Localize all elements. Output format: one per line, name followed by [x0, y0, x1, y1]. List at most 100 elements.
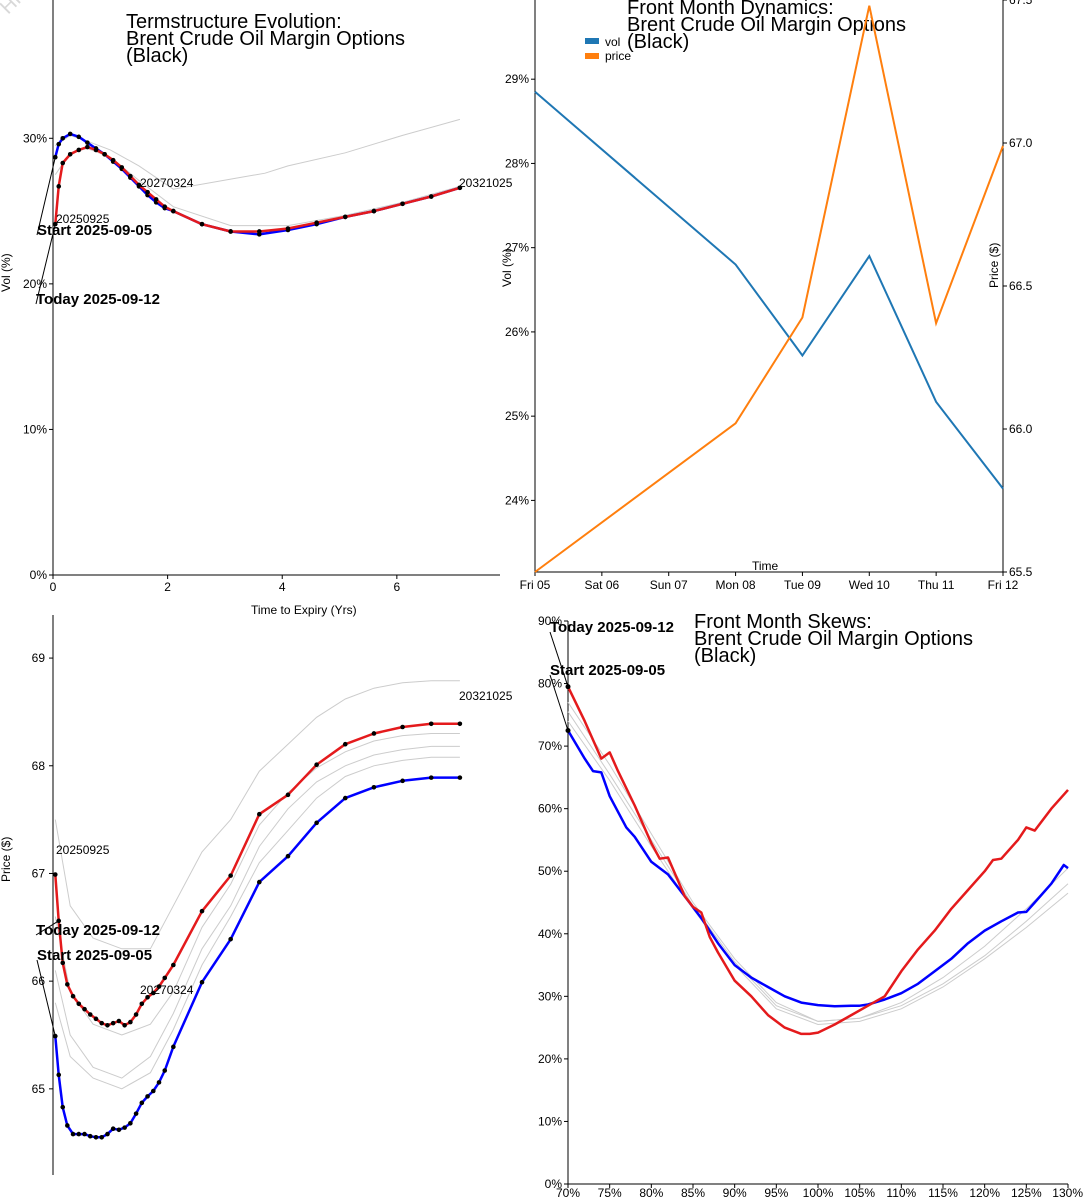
data-point-start: [371, 785, 377, 790]
x-axis-label: Time to Expiry (Yrs): [251, 603, 357, 617]
y-tick-label: 60%: [538, 802, 562, 816]
data-point-today: [82, 1006, 87, 1012]
y-tick-label: 26%: [505, 325, 529, 339]
data-point-today: [136, 182, 142, 188]
data-point-today: [428, 721, 434, 727]
y-tick-label: 10%: [538, 1114, 562, 1128]
data-point-today: [342, 741, 348, 747]
series-line-today: [566, 686, 1069, 1036]
data-point-today: [60, 960, 66, 966]
data-point-start: [110, 1126, 116, 1131]
data-point-today: [145, 189, 150, 195]
today-annotation: Today 2025-09-12: [36, 922, 160, 939]
y-tick-label: 20%: [23, 277, 47, 291]
series-line-start: [54, 132, 461, 236]
series-line-ghost1: [54, 680, 460, 950]
x-tick-label: 85%: [681, 1186, 705, 1200]
data-point-today: [428, 194, 434, 199]
y-tick-label: 50%: [538, 864, 562, 878]
data-point-start: [171, 1044, 176, 1050]
data-point-today: [93, 1016, 99, 1022]
data-point-today: [60, 160, 66, 166]
legend-vol-swatch: [585, 38, 599, 44]
x-tick-label: 70%: [556, 1186, 580, 1200]
data-point-start: [400, 778, 405, 784]
chart-title-line-1: Front Month Skews:: [694, 611, 872, 633]
data-point-start: [99, 1135, 105, 1140]
data-point-start: [105, 1131, 110, 1137]
data-point-today: [128, 1019, 133, 1025]
y-tick-label: 65: [32, 1082, 46, 1096]
data-point-today: [139, 1001, 145, 1007]
start-annotation: Start 2025-09-05: [37, 947, 152, 964]
data-point-start: [156, 1080, 162, 1085]
series-line-ghost4: [54, 756, 460, 1090]
x-tick-label: 0: [50, 580, 57, 594]
data-point-today: [371, 731, 377, 736]
y-axis-label: Price ($): [0, 837, 13, 882]
data-point-start: [150, 1088, 156, 1094]
y-tick-label: 25%: [505, 409, 529, 423]
data-point-start: [93, 1135, 99, 1140]
expiry-label-mid: 20270324: [140, 983, 194, 997]
data-point-today: [76, 147, 82, 153]
expiry-label-last: 20321025: [459, 689, 513, 703]
data-point-today: [93, 147, 99, 153]
series-line-ghost3: [567, 720, 1069, 1026]
data-point-today: [285, 226, 291, 231]
data-point-today: [314, 762, 319, 767]
y-axis-label: Vol (%): [500, 248, 514, 287]
y-tick-label: 29%: [505, 72, 529, 86]
data-point-today: [342, 214, 348, 220]
legend-price-label: price: [605, 49, 631, 63]
data-point-today: [133, 1012, 139, 1017]
data-point-today: [52, 872, 58, 877]
data-point-start: [257, 879, 262, 885]
data-point-today: [285, 792, 291, 798]
data-point-start: [133, 1111, 139, 1116]
data-point-start: [76, 134, 82, 140]
x-tick-label: 100%: [803, 1186, 834, 1200]
data-point-today: [67, 152, 73, 157]
data-point-start: [67, 131, 73, 137]
watermark: HF: [0, 0, 30, 19]
x-tick-label: 105%: [844, 1186, 875, 1200]
data-point-start: [76, 1131, 82, 1137]
data-point-start: [314, 820, 319, 826]
data-point-start: [70, 1131, 76, 1137]
y2-tick-label: 66.5: [1009, 279, 1033, 293]
data-point-today: [122, 1023, 127, 1028]
chart-title-line-2: Brent Crude Oil Margin Options: [126, 28, 405, 50]
y-tick-label: 40%: [538, 927, 562, 941]
data-point-start: [56, 141, 62, 147]
data-point-today: [105, 1023, 110, 1028]
x-tick-label: 125%: [1011, 1186, 1042, 1200]
start-annotation: Start 2025-09-05: [37, 222, 152, 239]
data-point-today: [171, 962, 176, 968]
x-tick-label: Wed 10: [849, 578, 890, 592]
data-point-today: [162, 975, 168, 981]
x-tick-label: Sat 06: [585, 578, 620, 592]
today-annotation-arrow: [549, 631, 569, 687]
series-line-ghost1: [55, 118, 461, 190]
x-tick-label: 6: [394, 580, 401, 594]
data-point-today: [162, 204, 168, 210]
data-point-today: [110, 1020, 116, 1026]
legend-vol-label: vol: [605, 35, 620, 49]
front-month-skews-panel: Front Month Skews: Brent Crude Oil Margi…: [538, 611, 1083, 1200]
y2-axis-label: Price ($): [987, 243, 1001, 288]
termstructure-panel: Termstructure Evolution: Brent Crude Oil…: [0, 0, 513, 617]
data-point-today: [119, 165, 125, 170]
data-point-start: [116, 1127, 122, 1133]
data-point-start: [65, 1123, 70, 1128]
start-annotation-arrow: [36, 959, 56, 1037]
data-point-today: [110, 157, 116, 163]
data-point-start: [87, 1133, 93, 1139]
x-tick-label: 120%: [969, 1186, 1000, 1200]
y-tick-label: 28%: [505, 156, 529, 170]
y-tick-label: 24%: [505, 493, 529, 507]
today-annotation-arrow: [35, 224, 56, 305]
y-tick-label: 20%: [538, 1052, 562, 1066]
y-tick-label: 0%: [30, 568, 48, 582]
